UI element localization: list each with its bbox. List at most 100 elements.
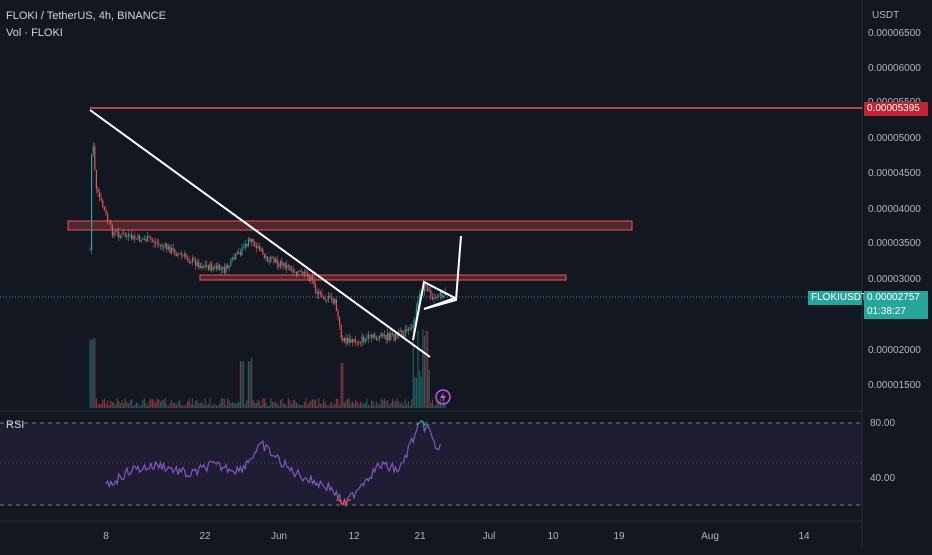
volume-bar (184, 406, 185, 408)
candle-body (254, 242, 255, 246)
candle-body (317, 292, 318, 294)
candle-body (270, 256, 271, 261)
volume-bar (216, 405, 217, 408)
volume-bar (398, 401, 399, 408)
volume-bar (174, 403, 175, 408)
candle-body (158, 243, 159, 244)
candle-body (102, 200, 103, 207)
symbol-tag[interactable]: FLOKIUSDT (808, 291, 862, 305)
volume-bar (197, 400, 198, 408)
volume-bar (131, 399, 132, 408)
candle-body (96, 170, 97, 189)
volume-bar (153, 401, 154, 408)
candle-body (269, 262, 270, 263)
date-label: 14 (798, 531, 809, 542)
candle-body (217, 265, 218, 269)
candle-body (393, 334, 394, 340)
candle-body (325, 299, 326, 300)
candle-body (182, 255, 183, 256)
candle-body (144, 239, 145, 240)
volume-bar (333, 405, 334, 408)
volume-bar (230, 403, 231, 408)
candle-body (136, 239, 137, 240)
candle-body (321, 293, 322, 297)
candle-body (94, 146, 95, 170)
candle-countdown: 01:38:27 (864, 305, 928, 319)
resistance-zone-lower[interactable] (200, 275, 566, 280)
candle-body (171, 248, 172, 253)
volume-bar (288, 398, 289, 408)
candle-body (105, 210, 106, 213)
volume-bar (141, 405, 142, 408)
candle-body (123, 233, 124, 234)
resistance-zone-upper[interactable] (68, 221, 632, 230)
volume-bar (203, 405, 204, 408)
volume-bar (355, 400, 356, 408)
volume-bar (147, 405, 148, 408)
current-price-tag[interactable]: 0.00002757 (864, 291, 928, 305)
candle-body (214, 266, 215, 267)
volume-bar (405, 399, 406, 408)
candle-body (211, 263, 212, 269)
volume-bar (281, 399, 282, 408)
candle-body (433, 298, 434, 299)
volume-bar (110, 401, 111, 408)
volume-bars (89, 329, 445, 408)
volume-bar (213, 404, 214, 408)
candle-body (408, 329, 409, 331)
volume-bar (270, 398, 271, 408)
candle-body (243, 248, 244, 249)
volume-bar (395, 401, 396, 408)
volume-bar (123, 403, 124, 408)
candle-body (163, 247, 164, 248)
volume-bar (221, 399, 222, 408)
volume-bar (360, 402, 361, 408)
volume-bar (409, 406, 410, 408)
volume-bar (259, 401, 260, 408)
volume-indicator-label[interactable]: Vol · FLOKI (6, 27, 63, 39)
candle-body (387, 333, 388, 340)
volume-bar (193, 405, 194, 408)
volume-bar (232, 402, 233, 408)
candle-body (161, 245, 162, 247)
candle-body (97, 188, 98, 192)
resistance-price-tag[interactable]: 0.00005395 (864, 102, 928, 116)
volume-bar (253, 400, 254, 408)
price-label: 0.00001500 (868, 380, 921, 391)
volume-bar (117, 398, 118, 408)
candle-body (278, 265, 279, 267)
descending-trendline[interactable] (90, 110, 430, 357)
candle-body (192, 258, 193, 263)
pennant-pattern[interactable] (413, 236, 461, 340)
volume-bar (325, 402, 326, 408)
candle-body (286, 265, 287, 268)
candle-body (181, 253, 182, 255)
volume-bar (126, 402, 127, 408)
volume-bar (301, 405, 302, 408)
candlesticks (89, 142, 445, 347)
volume-bar (229, 400, 230, 408)
rsi-label[interactable]: RSI (6, 419, 24, 431)
volume-bar (262, 398, 263, 408)
volume-bar (310, 401, 311, 408)
candle-body (382, 333, 383, 336)
price-label: 0.00006500 (868, 28, 921, 39)
volume-bar (241, 362, 242, 408)
date-label: 19 (613, 531, 624, 542)
candle-body (157, 242, 158, 243)
candle-body (173, 248, 174, 250)
volume-bar (150, 399, 151, 408)
volume-bar (107, 401, 108, 408)
candle-body (305, 272, 306, 273)
candle-body (400, 330, 401, 331)
candle-body (374, 335, 375, 338)
volume-bar (200, 403, 201, 408)
candle-body (216, 266, 217, 269)
chart-title[interactable]: FLOKI / TetherUS, 4h, BINANCE (6, 10, 166, 22)
candle-body (256, 246, 257, 248)
volume-bar (297, 404, 298, 408)
volume-bar (293, 400, 294, 408)
candle-body (184, 254, 185, 255)
